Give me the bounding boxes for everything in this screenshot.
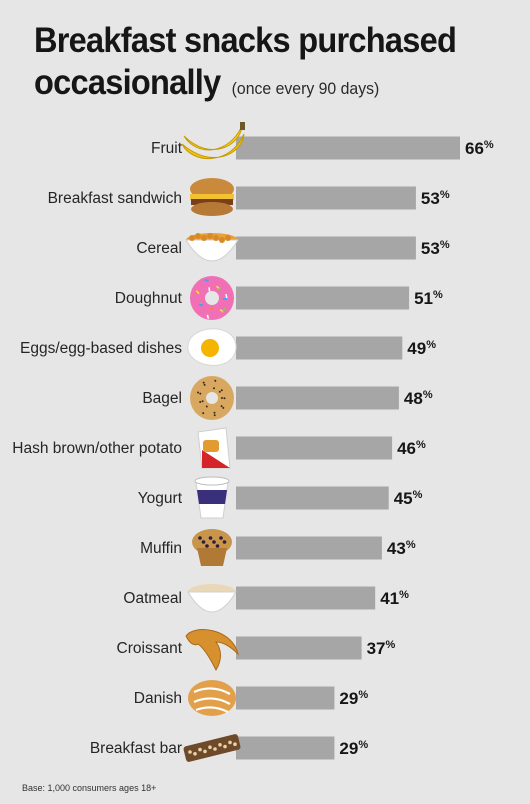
footnote: Base: 1,000 consumers ages 18+ — [22, 783, 157, 793]
value-label: 29% — [339, 739, 368, 758]
doughnut-icon — [190, 276, 234, 320]
chart-title-continued: occasionally — [34, 63, 221, 102]
bar — [236, 286, 410, 310]
value-label: 45% — [394, 489, 423, 508]
fried-egg-icon — [187, 328, 237, 366]
bar — [236, 236, 416, 260]
value-label: 48% — [404, 389, 433, 408]
value-label: 46% — [397, 439, 426, 458]
value-label: 51% — [414, 289, 443, 308]
chart-subtitle: (once every 90 days) — [231, 79, 380, 98]
bar — [236, 186, 416, 210]
hash-brown-icon — [197, 427, 231, 469]
croissant-icon — [185, 629, 239, 672]
breakfast-bar-icon — [183, 734, 241, 762]
yogurt-cup-icon — [194, 476, 230, 519]
category-label: Croissant — [117, 640, 183, 657]
value-label: 29% — [339, 689, 368, 708]
value-label: 53% — [421, 189, 450, 208]
category-label: Yogurt — [138, 490, 183, 507]
category-label: Muffin — [140, 540, 182, 557]
value-label: 43% — [387, 539, 416, 558]
bar — [236, 136, 460, 160]
value-label: 41% — [380, 589, 409, 608]
value-label: 66% — [465, 139, 494, 158]
bar — [236, 636, 362, 660]
category-label: Fruit — [151, 140, 183, 157]
bar — [236, 486, 389, 510]
banana-icon — [181, 122, 245, 159]
chart-title: Breakfast snacks purchased — [34, 21, 457, 60]
category-label: Bagel — [142, 390, 182, 407]
value-label: 49% — [407, 339, 436, 358]
bagel-icon — [190, 376, 234, 420]
title-block: Breakfast snacks purchased occasionally … — [34, 20, 488, 110]
value-label: 53% — [421, 239, 450, 258]
bar — [236, 386, 399, 410]
category-label: Danish — [134, 690, 182, 707]
bar — [236, 686, 335, 710]
bar — [236, 436, 393, 460]
bar-chart: Fruit 66% Breakfast sandwich 53% Cereal 53% Do… — [12, 122, 494, 762]
muffin-icon — [192, 529, 232, 566]
category-label: Cereal — [136, 240, 182, 257]
category-label: Eggs/egg-based dishes — [20, 340, 182, 357]
category-label: Doughnut — [115, 290, 183, 307]
bar — [236, 336, 403, 360]
category-label: Oatmeal — [123, 590, 182, 607]
category-label: Hash brown/other potato — [12, 440, 182, 457]
chart-title-line2: occasionally (once every 90 days) — [34, 62, 456, 110]
bar — [236, 586, 376, 610]
category-label: Breakfast sandwich — [48, 190, 182, 207]
sandwich-icon — [190, 178, 234, 216]
cereal-bowl-icon — [185, 233, 239, 262]
category-label: Breakfast bar — [90, 740, 182, 757]
bar — [236, 736, 335, 760]
bar — [236, 536, 382, 560]
oatmeal-bowl-icon — [187, 584, 237, 613]
value-label: 37% — [367, 639, 396, 658]
danish-icon — [188, 680, 236, 716]
